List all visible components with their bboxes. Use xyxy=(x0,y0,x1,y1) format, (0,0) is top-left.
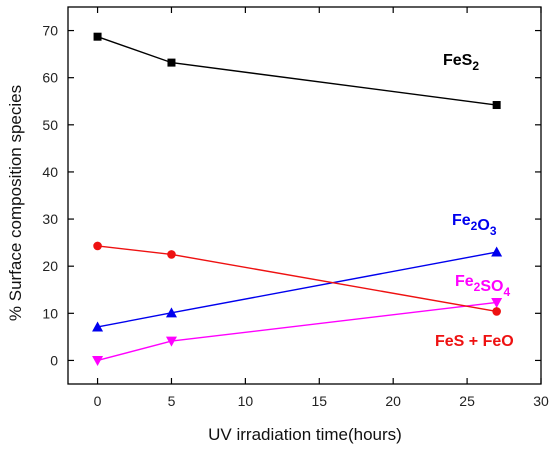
series-label: Fe2SO4 xyxy=(455,273,510,299)
series-line xyxy=(97,251,497,328)
series-fes-feo xyxy=(93,241,501,316)
y-tick-label: 70 xyxy=(42,23,58,39)
x-tick-label: 0 xyxy=(94,393,102,409)
label-subscript: 2 xyxy=(474,280,481,294)
y-tick-label: 10 xyxy=(42,305,58,321)
x-tick-label: 10 xyxy=(238,393,254,409)
data-point xyxy=(492,101,501,110)
series-line xyxy=(97,245,497,313)
series-line xyxy=(97,36,497,106)
data-point xyxy=(165,336,177,347)
y-tick-label: 0 xyxy=(50,352,58,368)
label-subscript: 2 xyxy=(471,219,478,233)
label-text: FeS xyxy=(443,52,473,69)
x-tick-label: 20 xyxy=(385,393,401,409)
data-point xyxy=(167,250,176,259)
series-fe2o3 xyxy=(92,246,503,332)
axes: 0 5 10 15 20 25 30 0 10 20 30 40 50 60 70 xyxy=(42,6,549,409)
x-tick-label: 15 xyxy=(311,393,327,409)
label-text: FeS + FeO xyxy=(435,333,514,350)
series-label: Fe2O3 xyxy=(452,212,497,238)
series-fe2so4 xyxy=(92,297,503,366)
y-tick-label: 50 xyxy=(42,117,58,133)
label-text: SO xyxy=(480,278,503,295)
label-text: Fe xyxy=(455,273,474,290)
y-tick-label: 60 xyxy=(42,70,58,86)
series-layer xyxy=(92,32,503,366)
y-tick-label: 40 xyxy=(42,164,58,180)
label-subscript: 3 xyxy=(490,224,497,238)
x-axis-title: UV irradiation time(hours) xyxy=(208,425,402,444)
data-point xyxy=(93,32,102,41)
data-point xyxy=(92,355,104,366)
data-point xyxy=(165,307,177,318)
data-point xyxy=(491,297,503,308)
series-line xyxy=(97,301,497,362)
data-point xyxy=(167,58,176,67)
data-point xyxy=(92,321,104,332)
data-point xyxy=(492,307,501,316)
label-text: O xyxy=(477,217,489,234)
label-subscript: 4 xyxy=(503,285,510,299)
x-tick-label: 30 xyxy=(533,393,549,409)
x-tick-label: 25 xyxy=(459,393,475,409)
data-point xyxy=(491,246,503,257)
label-subscript: 2 xyxy=(472,59,479,73)
series-label: FeS + FeO xyxy=(435,333,514,350)
plot-frame xyxy=(67,6,542,385)
data-point xyxy=(93,241,102,251)
y-tick-label: 20 xyxy=(42,258,58,274)
y-axis-title: % Surface composition species xyxy=(6,85,25,321)
x-tick-label: 5 xyxy=(168,393,176,409)
label-text: Fe xyxy=(452,212,471,229)
series-label: FeS2 xyxy=(443,52,479,73)
series-fes2 xyxy=(93,32,501,110)
y-tick-label: 30 xyxy=(42,211,58,227)
